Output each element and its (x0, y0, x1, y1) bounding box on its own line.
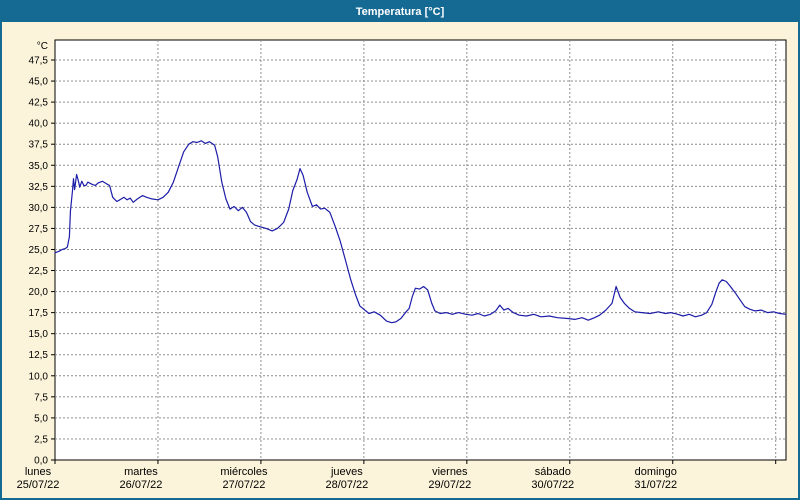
y-axis-label: 40,0 (29, 119, 49, 130)
x-axis-day-label: sábado (535, 466, 571, 478)
y-axis-label: 7,5 (34, 392, 48, 403)
x-axis-date-label: 28/07/22 (325, 479, 368, 491)
y-axis-label: 10,0 (29, 371, 49, 382)
chart-title-bar: Temperatura [°C] (2, 2, 798, 22)
y-axis-label: 27,5 (29, 224, 49, 235)
y-axis-label: 22,5 (29, 266, 49, 277)
x-axis-day-label: martes (124, 466, 158, 478)
temperature-line-chart: 0,0 2,5 5,0 7,5 10,0 12,5 15,0 17,5 20,0 22,5 25,0… (17, 39, 787, 491)
y-axis-label: 37,5 (29, 140, 49, 151)
y-axis-label: 25,0 (29, 245, 49, 256)
x-axis-day-label: domingo (635, 466, 677, 478)
y-axis-label: 12,5 (29, 350, 49, 361)
x-axis-date-label: 26/07/22 (120, 479, 163, 491)
y-axis-label: 30,0 (29, 203, 49, 214)
x-axis-date-label: 29/07/22 (428, 479, 471, 491)
x-axis-day-label: jueves (330, 466, 363, 478)
y-axis-label: 42,5 (29, 98, 49, 109)
y-axis-label: 45,0 (29, 77, 49, 88)
y-axis-label: 32,5 (29, 182, 49, 193)
x-axis-day-label: viernes (432, 466, 468, 478)
y-axis-label: 20,0 (29, 287, 49, 298)
temperature-series-line (54, 140, 787, 324)
y-axis-unit-label: °C (37, 41, 48, 52)
x-axis-day-label: miércoles (220, 466, 268, 478)
y-axis-label: 35,0 (29, 161, 49, 172)
chart-area: 0,0 2,5 5,0 7,5 10,0 12,5 15,0 17,5 20,0 22,5 25,0… (2, 22, 798, 498)
x-axis-date-label: 31/07/22 (634, 479, 677, 491)
y-axis-label: 2,5 (34, 434, 48, 445)
y-axis-label: 5,0 (34, 413, 48, 424)
plot-area (54, 39, 787, 461)
y-axis-label: 17,5 (29, 308, 49, 319)
x-axis-day-label: lunes (25, 466, 52, 478)
chart-title: Temperatura [°C] (355, 6, 445, 18)
y-axis-label: 15,0 (29, 329, 49, 340)
y-axis-label: 47,5 (29, 56, 49, 67)
x-axis-date-label: 25/07/22 (17, 479, 60, 491)
y-axis-label: 0,0 (34, 456, 48, 467)
x-axis-date-label: 27/07/22 (223, 479, 266, 491)
x-axis-date-label: 30/07/22 (531, 479, 574, 491)
